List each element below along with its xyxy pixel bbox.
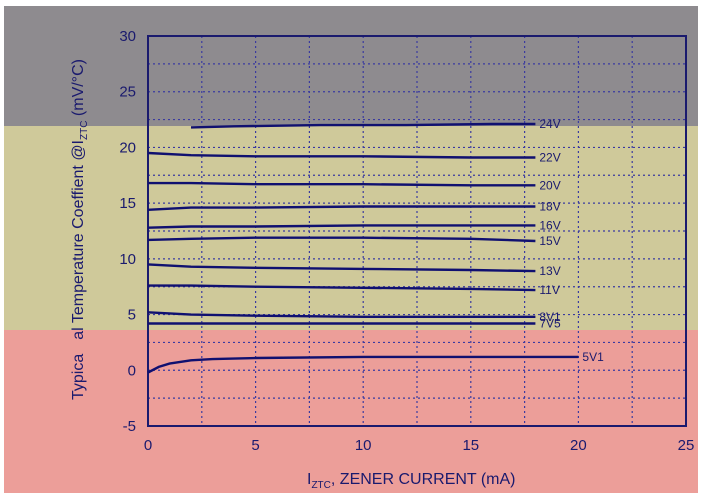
series-label-24V: 24V <box>539 117 560 131</box>
series-line-15V <box>147 236 536 243</box>
series-label-13V: 13V <box>539 264 560 278</box>
x-tick-label: 15 <box>462 437 479 454</box>
series-label-15V: 15V <box>539 234 560 248</box>
y-tick-label: 10 <box>119 251 136 268</box>
y-tick-label: 15 <box>119 195 136 212</box>
y-axis-title: Typicaal Temperature Coeffient @IZTC (mV… <box>70 59 90 400</box>
series-line-20V <box>148 181 536 187</box>
background-band-tan <box>4 126 698 330</box>
series-line-8V1 <box>147 311 536 318</box>
x-axis-title: IZTC, ZENER CURRENT (mA) <box>307 471 516 491</box>
series-line-18V <box>147 205 536 211</box>
series-line-11V <box>148 284 536 292</box>
y-tick-label: 25 <box>119 84 136 101</box>
y-tick-labels: -5 0 5 10 15 20 25 30 <box>119 28 136 435</box>
series-label-18V: 18V <box>539 199 560 213</box>
series-label-20V: 20V <box>539 178 560 192</box>
series-line-24V <box>190 122 536 129</box>
y-tick-label: 0 <box>128 362 136 379</box>
y-tick-label: 20 <box>119 139 136 156</box>
x-tick-label: 0 <box>144 437 152 454</box>
y-tick-label: -5 <box>123 418 136 435</box>
series-label-16V: 16V <box>539 218 560 232</box>
y-tick-label: 5 <box>128 307 136 324</box>
x-tick-labels: 0 5 10 15 20 25 <box>144 437 695 454</box>
background-band-gray <box>4 6 698 126</box>
y-tick-label: 30 <box>119 28 136 45</box>
x-tick-label: 20 <box>570 437 587 454</box>
series-label-22V: 22V <box>539 150 560 164</box>
series-line-16V <box>147 224 536 229</box>
series-line-5V1 <box>147 355 579 374</box>
plot-border <box>147 35 687 427</box>
series-label-7V5: 7V5 <box>539 316 561 330</box>
x-tick-label: 5 <box>251 437 259 454</box>
plot-frame <box>147 35 687 427</box>
x-tick-label: 10 <box>355 437 372 454</box>
series-label-5V1: 5V1 <box>582 350 604 364</box>
series-label-8V1: 8V1 <box>539 310 561 324</box>
series-line-13V <box>147 263 536 273</box>
x-tick-label: 25 <box>678 437 695 454</box>
series-label-11V: 11V <box>539 283 559 297</box>
grid <box>148 36 686 426</box>
series-line-22V <box>147 151 536 159</box>
